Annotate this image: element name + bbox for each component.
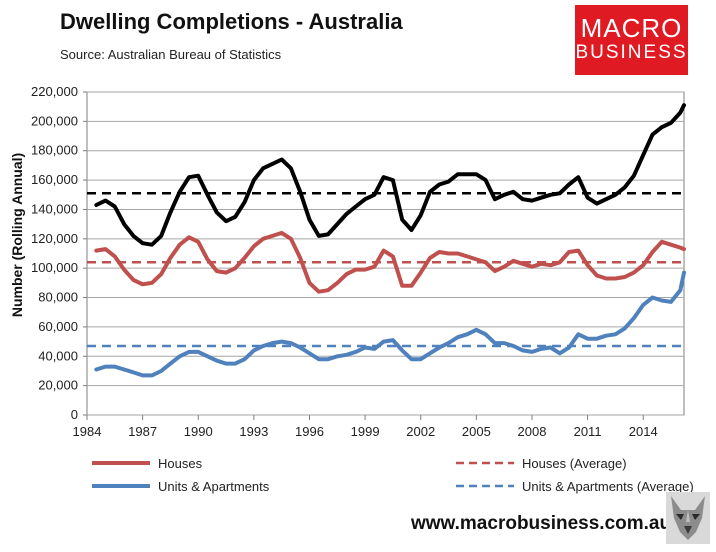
y-tick-label: 140,000: [31, 201, 78, 216]
x-axis: 1984 1987 1990 1993 1996 1999 2002 2005 2008 2011…: [73, 415, 658, 439]
logo-text-macro: MACRO: [580, 13, 683, 43]
y-tick-label: 20,000: [38, 378, 78, 393]
y-axis: 0 20,000 40,000 60,000 80,000 100,000 120,000 1…: [31, 84, 87, 422]
x-tick-label: 2008: [518, 424, 547, 439]
y-tick-label: 200,000: [31, 113, 78, 128]
y-tick-label: 60,000: [38, 319, 78, 334]
series-line-houses: [94, 230, 686, 294]
x-tick-label: 1990: [184, 424, 213, 439]
y-tick-label: 80,000: [38, 290, 78, 305]
chart-title: Dwelling Completions - Australia: [60, 9, 403, 34]
x-tick-label: 1987: [128, 424, 157, 439]
x-tick-label: 2011: [574, 424, 602, 439]
legend: Houses Houses (Average) Units & Apartments…: [92, 456, 694, 494]
series-line-total: [94, 103, 686, 247]
legend-label: Units & Apartments (Average): [522, 479, 694, 494]
x-tick-label: 1996: [295, 424, 324, 439]
chart-source: Source: Australian Bureau of Statistics: [60, 47, 282, 62]
x-tick-label: 1999: [351, 424, 380, 439]
x-tick-label: 2002: [406, 424, 435, 439]
y-axis-label: Number (Rolling Annual): [9, 153, 25, 317]
x-tick-label: 1984: [73, 424, 102, 439]
y-tick-label: 160,000: [31, 172, 78, 187]
y-tick-label: 40,000: [38, 348, 78, 363]
series-line-units: [94, 270, 686, 378]
x-tick-label: 1993: [239, 424, 268, 439]
y-tick-label: 180,000: [31, 143, 78, 158]
legend-label: Houses: [158, 456, 203, 471]
y-tick-label: 220,000: [31, 84, 78, 99]
series-lines: [87, 103, 686, 378]
y-tick-label: 0: [71, 407, 78, 422]
footer-url: www.macrobusiness.com.au: [411, 513, 672, 534]
x-tick-label: 2005: [462, 424, 491, 439]
legend-label: Houses (Average): [522, 456, 627, 471]
y-tick-label: 100,000: [31, 260, 78, 275]
logo-text-business: BUSINESS: [575, 42, 688, 63]
y-tick-label: 120,000: [31, 231, 78, 246]
wolf-logo-icon: [666, 492, 710, 544]
legend-label: Units & Apartments: [158, 479, 270, 494]
x-tick-label: 2014: [629, 424, 658, 439]
macrobusiness-logo: MACRO BUSINESS: [575, 5, 688, 75]
